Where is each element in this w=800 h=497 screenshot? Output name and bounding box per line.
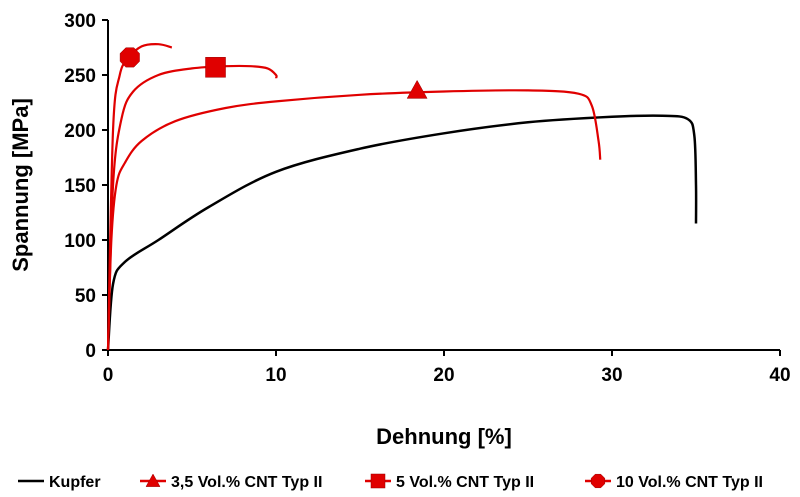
x-axis-label: Dehnung [%] [376, 424, 512, 449]
legend: Kupfer 3,5 Vol.% CNT Typ II 5 Vol.% CNT Ty… [18, 473, 763, 491]
y-tick-label: 0 [85, 341, 96, 362]
octagon-marker [119, 47, 140, 68]
series-line-1 [106, 89, 602, 351]
x-tick-label: 30 [601, 365, 622, 386]
series-line-0 [106, 114, 698, 351]
x-tick-label: 10 [265, 365, 286, 386]
series-line-2 [106, 64, 278, 351]
axes: 0 50 100 150 200 250 300 0 10 20 30 40 [64, 11, 790, 386]
octagon-marker [590, 473, 606, 489]
legend-label-1: 3,5 Vol.% CNT Typ II [171, 474, 322, 491]
series-line-3 [106, 43, 173, 351]
y-tick-label: 200 [64, 121, 96, 142]
square-marker [205, 57, 226, 78]
y-tick-label: 150 [64, 176, 96, 197]
series-group [106, 43, 698, 351]
legend-label-3: 10 Vol.% CNT Typ II [616, 474, 763, 491]
legend-label-2: 5 Vol.% CNT Typ II [396, 474, 534, 491]
y-tick-label: 250 [64, 66, 96, 87]
y-tick-label: 300 [64, 11, 96, 32]
x-tick-label: 40 [769, 365, 790, 386]
x-tick-label: 20 [433, 365, 454, 386]
y-axis-label: Spannung [MPa] [8, 98, 33, 272]
legend-label-0: Kupfer [49, 474, 101, 491]
y-tick-label: 50 [75, 286, 96, 307]
triangle-marker [406, 79, 428, 99]
y-tick-label: 100 [64, 231, 96, 252]
square-marker [370, 473, 386, 489]
triangle-marker [145, 473, 161, 487]
x-tick-label: 0 [103, 365, 114, 386]
